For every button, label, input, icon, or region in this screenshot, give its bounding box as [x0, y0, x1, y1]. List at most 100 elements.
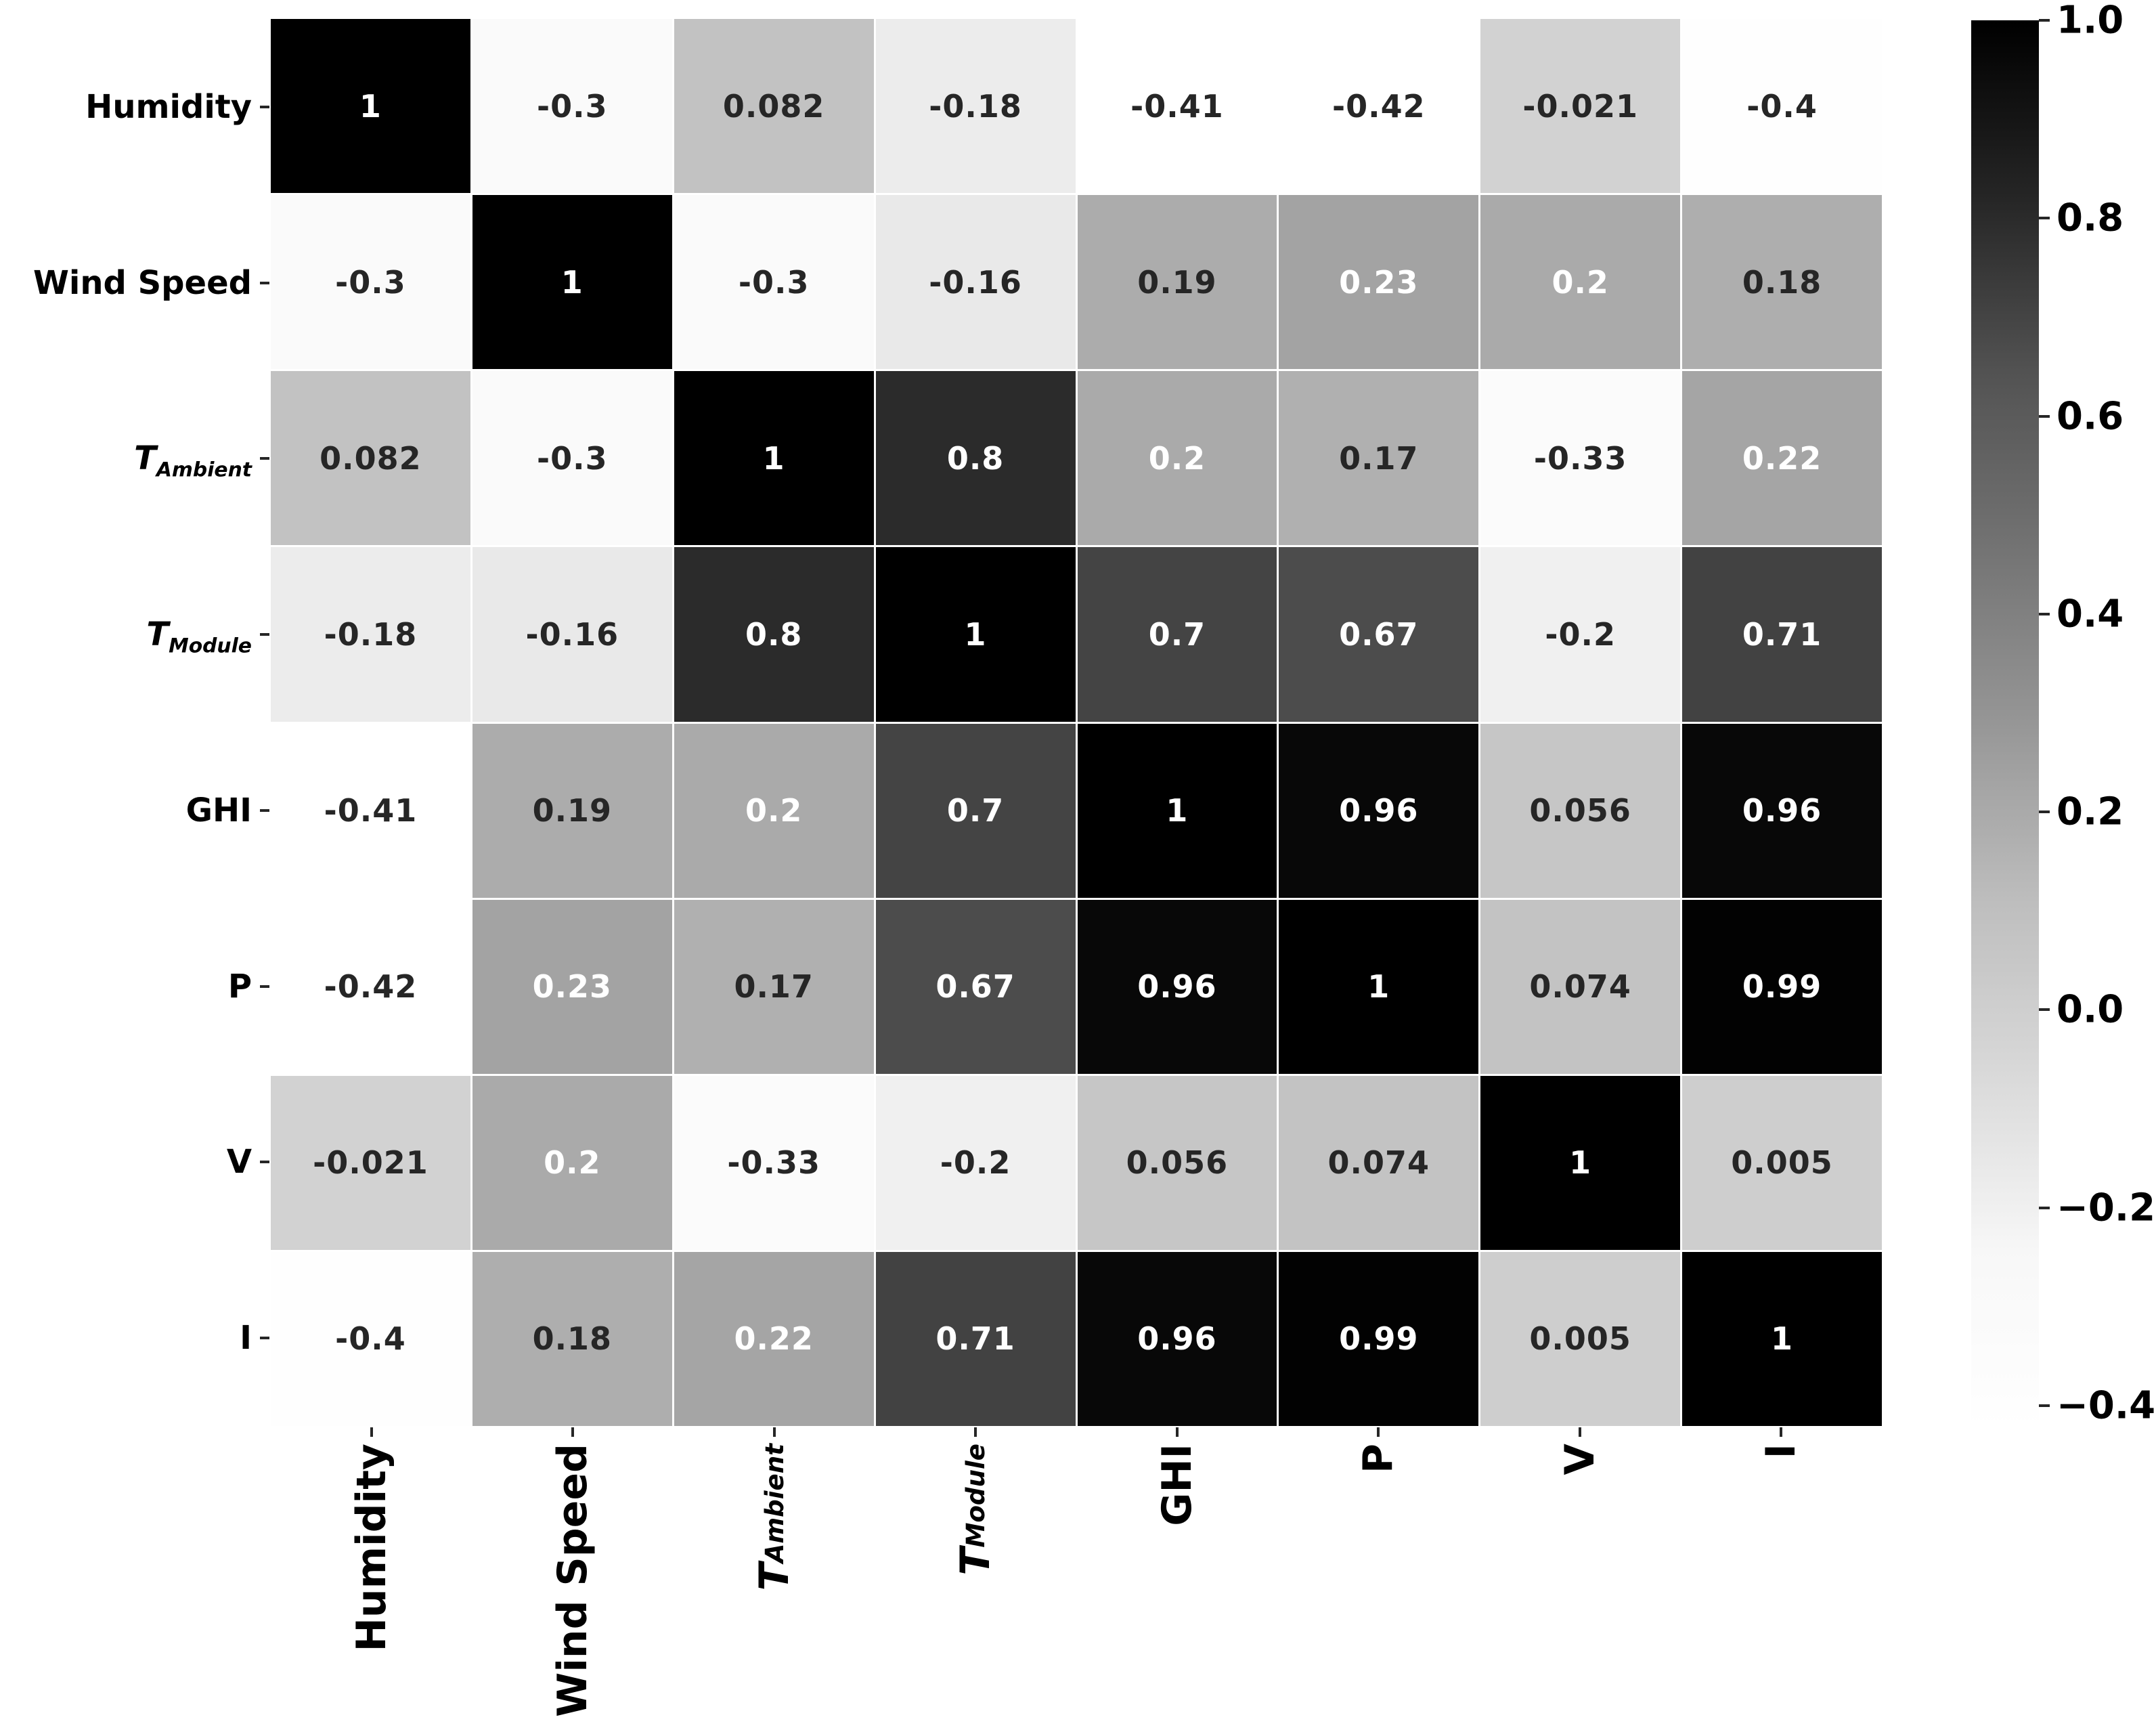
heatmap-cell: 0.2	[1480, 195, 1681, 370]
heatmap-cell: -0.42	[1279, 19, 1479, 194]
colorbar-tick-label: 0.0	[2056, 987, 2124, 1032]
y-tick-mark	[260, 633, 269, 636]
cell-value: 1	[1771, 1320, 1794, 1358]
cell-value: 0.71	[1742, 615, 1822, 653]
cell-value: 0.7	[1148, 615, 1206, 653]
colorbar-tick-mark	[2039, 19, 2050, 22]
cell-value: -0.4	[1746, 87, 1818, 125]
cell-value: 1	[560, 263, 584, 301]
heatmap-cell: 0.082	[271, 371, 470, 546]
cell-value: 0.23	[532, 968, 613, 1005]
cell-value: 0.074	[1327, 1144, 1430, 1182]
colorbar-tick-mark	[2039, 414, 2050, 418]
colorbar-tick-label: −0.4	[2056, 1383, 2156, 1428]
cell-value: 0.056	[1529, 792, 1631, 829]
cell-value: -0.021	[1522, 87, 1638, 125]
heatmap-cell: 0.99	[1682, 899, 1882, 1074]
cell-value: 0.18	[532, 1320, 613, 1358]
heatmap-cell: -0.2	[875, 1075, 1076, 1250]
heatmap-cell: 0.22	[1682, 371, 1882, 546]
cell-value: -0.2	[1545, 615, 1616, 653]
cell-value: -0.16	[525, 615, 619, 653]
cell-value: 0.17	[1339, 439, 1419, 477]
heatmap-cell: -0.4	[271, 1251, 470, 1426]
cell-value: 0.056	[1126, 1144, 1229, 1182]
heatmap-cell: 1	[1279, 899, 1479, 1074]
y-tick-mark	[260, 457, 269, 460]
y-axis-label: Wind Speed	[32, 263, 252, 302]
colorbar-tick-mark	[2039, 1404, 2050, 1407]
x-tick-mark	[1780, 1427, 1783, 1437]
cell-value: 1	[359, 87, 382, 125]
heatmap-cell: 0.19	[472, 723, 672, 898]
x-axis-label: V	[1556, 1444, 1604, 1475]
x-axis-label: Wind Speed	[549, 1444, 597, 1717]
cell-value: 0.22	[734, 1320, 814, 1358]
heatmap-cell: 0.19	[1077, 195, 1277, 370]
heatmap-cell: 0.71	[875, 1251, 1076, 1426]
heatmap-cell: 1	[271, 19, 470, 194]
y-tick-mark	[260, 1337, 269, 1340]
heatmap-cell: -0.41	[1077, 19, 1277, 194]
heatmap-cell: 0.96	[1682, 723, 1882, 898]
heatmap-cell: -0.18	[271, 547, 470, 722]
cell-value: -0.33	[727, 1144, 820, 1182]
colorbar-tick-label: 0.4	[2056, 592, 2124, 636]
heatmap-cell: 0.082	[674, 19, 874, 194]
heatmap-grid: 1 -0.3 0.082 -0.18 -0.41 -0.42 -0.021 -0.4 -0.3 1…	[271, 19, 1882, 1426]
heatmap-cell: 0.17	[674, 899, 874, 1074]
cell-value: 0.8	[745, 615, 803, 653]
x-tick-mark	[1578, 1427, 1581, 1437]
colorbar-tick-label: 0.6	[2056, 394, 2124, 438]
cell-value: 1	[1367, 968, 1390, 1005]
cell-value: 1	[1166, 792, 1189, 829]
y-tick-mark	[260, 1161, 269, 1164]
cell-value: 0.19	[532, 792, 613, 829]
colorbar-tick-mark	[2039, 1206, 2050, 1209]
y-axis-label: P	[227, 967, 252, 1005]
cell-value: 0.074	[1529, 968, 1631, 1005]
heatmap-cell: 0.23	[1279, 195, 1479, 370]
cell-value: -0.2	[940, 1144, 1011, 1182]
x-tick-mark	[571, 1427, 575, 1437]
colorbar-tick-mark	[2039, 612, 2050, 615]
heatmap-cell: -0.3	[674, 195, 874, 370]
cell-value: 0.99	[1339, 1320, 1419, 1358]
heatmap-cell: -0.41	[271, 723, 470, 898]
heatmap-cell: 0.96	[1077, 1251, 1277, 1426]
cell-value: 0.2	[1148, 439, 1206, 477]
heatmap-cell: 0.8	[674, 547, 874, 722]
heatmap-cell: 0.17	[1279, 371, 1479, 546]
colorbar-tick-mark	[2039, 810, 2050, 813]
heatmap-cell: 0.7	[1077, 547, 1277, 722]
cell-value: -0.33	[1533, 439, 1627, 477]
cell-value: -0.18	[324, 615, 418, 653]
cell-value: 0.2	[1552, 263, 1609, 301]
heatmap-cell: 0.2	[1077, 371, 1277, 546]
heatmap-cell: 0.18	[472, 1251, 672, 1426]
heatmap-cell: 0.71	[1682, 547, 1882, 722]
y-axis-label: I	[240, 1319, 252, 1358]
heatmap-cell: 0.96	[1077, 899, 1277, 1074]
x-axis-label: GHI	[1153, 1444, 1201, 1526]
colorbar-tick-label: 1.0	[2056, 0, 2124, 43]
y-tick-mark	[260, 985, 269, 988]
heatmap-cell: -0.4	[1682, 19, 1882, 194]
cell-value: 0.17	[734, 968, 814, 1005]
cell-value: 0.005	[1529, 1320, 1631, 1358]
x-tick-mark	[1377, 1427, 1380, 1437]
cell-value: 0.8	[946, 439, 1005, 477]
cell-value: -0.3	[537, 87, 608, 125]
cell-value: 0.99	[1742, 968, 1822, 1005]
heatmap-cell: 0.056	[1480, 723, 1681, 898]
cell-value: -0.4	[335, 1320, 406, 1358]
heatmap-cell: 0.67	[1279, 547, 1479, 722]
x-axis-label: Humidity	[347, 1444, 395, 1652]
cell-value: 0.96	[1742, 792, 1822, 829]
y-tick-mark	[260, 808, 269, 812]
x-tick-mark	[1175, 1427, 1179, 1437]
x-tick-mark	[370, 1427, 373, 1437]
cell-value: 0.2	[544, 1144, 601, 1182]
cell-value: 0.96	[1137, 968, 1217, 1005]
